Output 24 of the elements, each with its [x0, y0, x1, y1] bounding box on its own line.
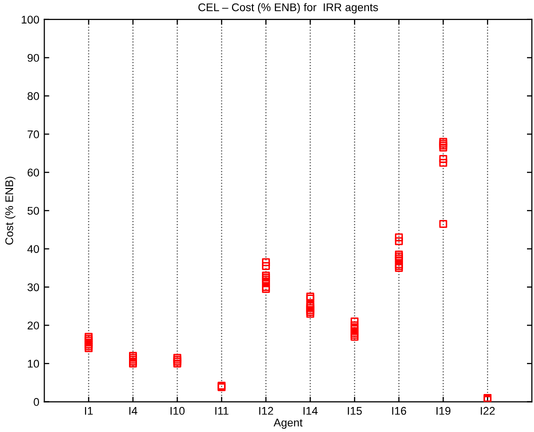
y-tick-label: 60	[28, 168, 40, 177]
x-tick-label: I11	[215, 407, 228, 415]
y-tick-label: 20	[28, 322, 40, 330]
x-tick-label: I4	[129, 407, 138, 415]
x-tick-label: I1	[85, 407, 93, 415]
x-axis-title: Agent	[274, 418, 303, 429]
x-tick-label: I14	[304, 407, 318, 415]
y-tick-label: 0	[34, 398, 40, 406]
y-tick-label: 90	[28, 54, 40, 62]
x-tick-label: I12	[259, 406, 274, 415]
y-tick-label: 30	[28, 283, 40, 292]
x-tick-label: I15	[348, 407, 362, 415]
x-tick-label: I10	[170, 406, 185, 415]
x-tick-label: I19	[436, 406, 450, 415]
y-tick-label: 40	[27, 245, 40, 253]
y-tick-label: 80	[28, 92, 40, 100]
x-tick-label: I22	[480, 406, 495, 415]
y-tick-label: 50	[28, 206, 40, 215]
chart-title: CEL – Cost (% ENB) for IRR agents	[198, 3, 378, 14]
x-tick-label: I16	[392, 406, 406, 415]
y-tick-label: 70	[28, 130, 40, 138]
y-tick-label: 100	[22, 16, 40, 24]
y-tick-label: 10	[28, 360, 40, 368]
y-axis-title: Cost (% ENB)	[5, 176, 16, 245]
